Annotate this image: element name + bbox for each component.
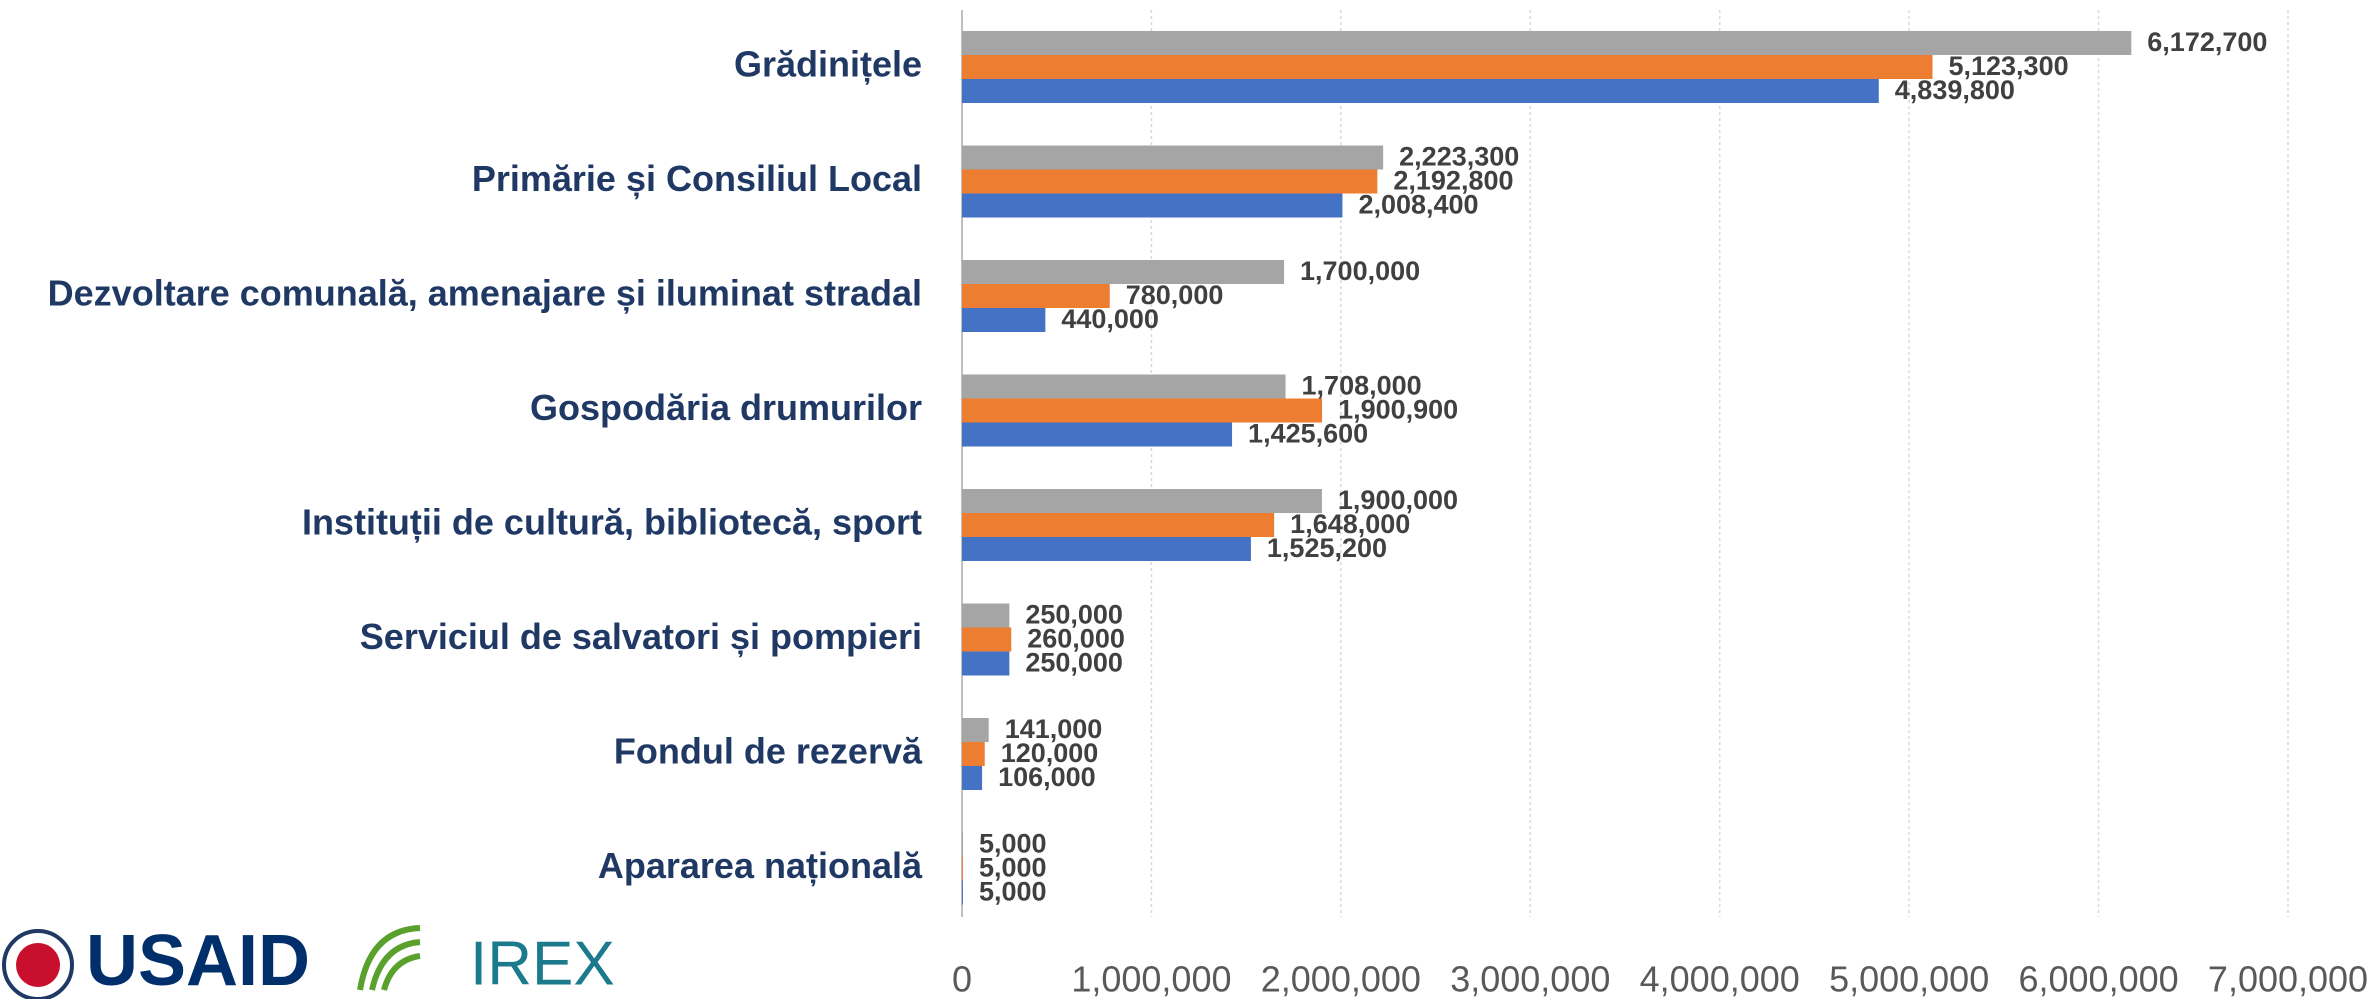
category-label: Gospodăria drumurilor bbox=[530, 387, 922, 428]
value-label: 1,700,000 bbox=[1300, 256, 1420, 286]
value-label: 250,000 bbox=[1025, 600, 1123, 630]
bar bbox=[962, 374, 1286, 399]
value-label: 5,123,300 bbox=[1948, 51, 2068, 81]
bar bbox=[962, 742, 985, 766]
value-label: 260,000 bbox=[1027, 624, 1125, 654]
bar bbox=[962, 718, 989, 742]
value-label: 780,000 bbox=[1126, 280, 1224, 310]
bar bbox=[962, 284, 1110, 308]
irex-mark bbox=[357, 925, 421, 991]
bar bbox=[962, 766, 983, 790]
x-tick-label: 2,000,000 bbox=[1261, 959, 1421, 999]
value-label: 4,839,800 bbox=[1895, 75, 2015, 105]
bar bbox=[962, 537, 1251, 561]
bar bbox=[962, 31, 2132, 55]
bar bbox=[962, 856, 963, 881]
value-label: 2,192,800 bbox=[1393, 166, 1513, 196]
bar bbox=[962, 651, 1010, 676]
usaid-text: USAID bbox=[86, 921, 310, 999]
bar bbox=[962, 169, 1378, 194]
value-label: 106,000 bbox=[998, 762, 1096, 792]
value-label: 1,708,000 bbox=[1302, 371, 1422, 401]
category-label: Apararea națională bbox=[598, 845, 923, 887]
bar bbox=[962, 513, 1275, 537]
value-label: 1,900,900 bbox=[1338, 395, 1458, 425]
value-label: 1,525,200 bbox=[1267, 533, 1387, 563]
bar bbox=[962, 79, 1879, 103]
value-label: 1,648,000 bbox=[1290, 509, 1410, 539]
x-tick-label: 5,000,000 bbox=[1829, 959, 1989, 999]
category-label: Instituții de cultură, bibliotecă, sport bbox=[302, 502, 922, 544]
x-tick-label: 0 bbox=[952, 959, 972, 999]
bar bbox=[962, 145, 1384, 170]
category-label: Fondul de rezervă bbox=[614, 731, 923, 772]
bar bbox=[962, 832, 963, 857]
category-label: Grădinițele bbox=[734, 44, 922, 86]
bar bbox=[962, 422, 1233, 447]
value-label: 5,000 bbox=[979, 853, 1047, 883]
bar bbox=[962, 260, 1285, 284]
x-tick-label: 7,000,000 bbox=[2208, 959, 2368, 999]
bar bbox=[962, 627, 1012, 652]
category-label: Serviciul de salvatori și pompieri bbox=[360, 616, 922, 657]
bar bbox=[962, 193, 1343, 218]
x-tick-label: 6,000,000 bbox=[2018, 959, 2178, 999]
usaid-logo: USAID bbox=[2, 921, 310, 1001]
bar bbox=[962, 398, 1323, 423]
value-label: 6,172,700 bbox=[2147, 27, 2267, 57]
category-label: Dezvoltare comunală, amenajare și ilumin… bbox=[48, 273, 922, 314]
x-tick-label: 4,000,000 bbox=[1640, 959, 1800, 999]
value-label: 2,008,400 bbox=[1358, 190, 1478, 220]
value-label: 1,425,600 bbox=[1248, 419, 1368, 449]
seal-inner bbox=[16, 943, 60, 987]
value-label: 2,223,300 bbox=[1399, 142, 1519, 172]
irex-text: IREX bbox=[470, 929, 615, 998]
bar bbox=[962, 308, 1046, 332]
category-label: Primărie și Consiliul Local bbox=[472, 158, 922, 199]
value-label: 5,000 bbox=[979, 877, 1047, 907]
bar bbox=[962, 603, 1010, 628]
bar bbox=[962, 55, 1933, 79]
bar bbox=[962, 489, 1322, 513]
x-tick-label: 3,000,000 bbox=[1450, 959, 1610, 999]
value-label: 1,900,000 bbox=[1338, 485, 1458, 515]
value-label: 440,000 bbox=[1061, 304, 1159, 334]
value-label: 5,000 bbox=[979, 829, 1047, 859]
x-tick-label: 1,000,000 bbox=[1071, 959, 1231, 999]
value-label: 120,000 bbox=[1001, 738, 1099, 768]
value-label: 250,000 bbox=[1025, 648, 1123, 678]
irex-logo: IREX bbox=[357, 925, 615, 998]
bar bbox=[962, 880, 963, 905]
value-label: 141,000 bbox=[1005, 714, 1103, 744]
